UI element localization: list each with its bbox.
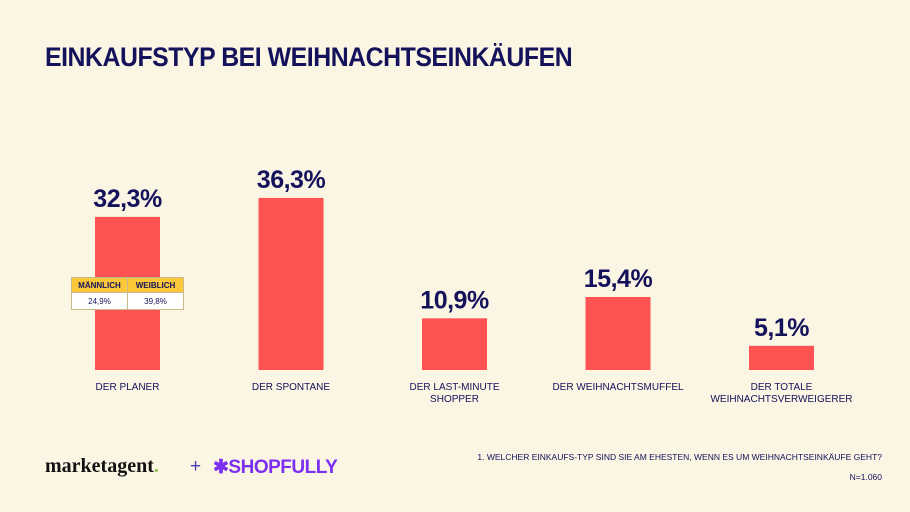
bar [258, 197, 324, 370]
category-label: SHOPPER [430, 394, 479, 405]
data-label: 36,3% [257, 166, 326, 194]
category-label: DER TOTALE [751, 382, 813, 393]
header-female: WEIBLICH [127, 277, 184, 293]
page-title: EINKAUFSTYP BEI WEIHNACHTSEINKÄUFEN [45, 42, 573, 72]
data-label: 10,9% [420, 286, 489, 314]
marketagent-logo: marketagent. [45, 455, 159, 477]
survey-question: 1. WELCHER EINKAUFS-TYP SIND SIE AM EHES… [477, 452, 882, 462]
gender-breakdown-table: MÄNNLICH WEIBLICH 24,9% 39,8% [71, 277, 184, 310]
category-label: WEIHNACHTSVERWEIGERER [710, 394, 852, 405]
value-female: 39,8% [127, 292, 184, 310]
shopfully-logo-text: SHOPFULLY [228, 457, 338, 478]
bar-chart: 32,3% DER PLANER 36,3% DER SPONTANE 10,9% DER… [93, 166, 852, 405]
category-label: DER WEIHNACHTSMUFFEL [552, 382, 684, 393]
category-label: DER LAST-MINUTE [409, 382, 499, 393]
category-label: DER SPONTANE [252, 382, 330, 393]
plus-sign: + [190, 456, 202, 477]
bar [749, 345, 814, 370]
header-male: MÄNNLICH [71, 277, 128, 293]
asterisk-icon: ✱ [213, 457, 229, 478]
data-label: 32,3% [93, 185, 162, 213]
data-label: 15,4% [584, 265, 653, 293]
marketagent-logo-text: marketagent [45, 455, 154, 477]
value-male: 24,9% [71, 292, 128, 310]
bar [585, 297, 651, 370]
bar [422, 318, 487, 370]
data-label: 5,1% [754, 314, 809, 342]
shopfully-logo: ✱SHOPFULLY [213, 456, 338, 479]
category-label: DER PLANER [96, 382, 160, 393]
sample-size: N=1.060 [849, 472, 882, 482]
